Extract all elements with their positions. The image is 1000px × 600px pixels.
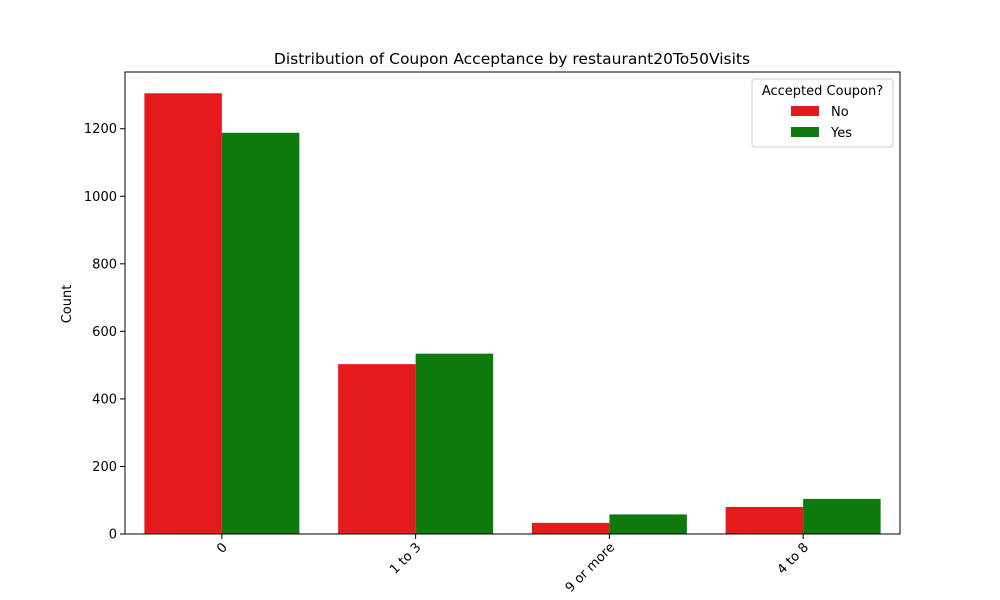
x-tick-label-1: 1 to 3 [387, 540, 424, 577]
y-tick-label-6: 1200 [84, 122, 117, 137]
legend-label-yes: Yes [830, 126, 852, 141]
bar-yes-1 [415, 353, 494, 534]
y-tick-label-3: 600 [92, 325, 117, 340]
bar-yes-3 [803, 498, 881, 534]
y-tick-label-0: 0 [109, 528, 117, 543]
bar-no-0 [144, 93, 222, 534]
chart-title: Distribution of Coupon Acceptance by res… [274, 50, 750, 68]
y-tick-label-5: 1000 [84, 190, 117, 205]
y-tick-label-4: 800 [92, 257, 117, 272]
x-tick-label-3: 4 to 8 [775, 540, 812, 577]
x-tick-label-2: 9 or more [563, 540, 619, 596]
bar-no-1 [338, 364, 416, 534]
y-axis-label: Count [60, 285, 75, 324]
bar-no-3 [725, 506, 804, 534]
legend-swatch-yes [791, 127, 819, 137]
bar-no-2 [531, 522, 610, 534]
bar-yes-0 [221, 132, 300, 535]
plot-area: 0 200 400 600 800 1000 1200 0 1 to 3 9 or more 4 t… [84, 71, 901, 596]
y-tick-label-1: 200 [92, 460, 117, 475]
bar-yes-2 [609, 514, 687, 534]
legend-title: Accepted Coupon? [762, 84, 883, 99]
plot-frame [124, 71, 901, 535]
legend-swatch-no [791, 106, 819, 116]
x-tick-label-0: 0 [214, 540, 230, 556]
y-tick-label-2: 400 [92, 392, 117, 407]
legend: Accepted Coupon? No Yes [751, 78, 894, 148]
legend-label-no: No [831, 105, 849, 120]
legend-box [751, 78, 894, 148]
